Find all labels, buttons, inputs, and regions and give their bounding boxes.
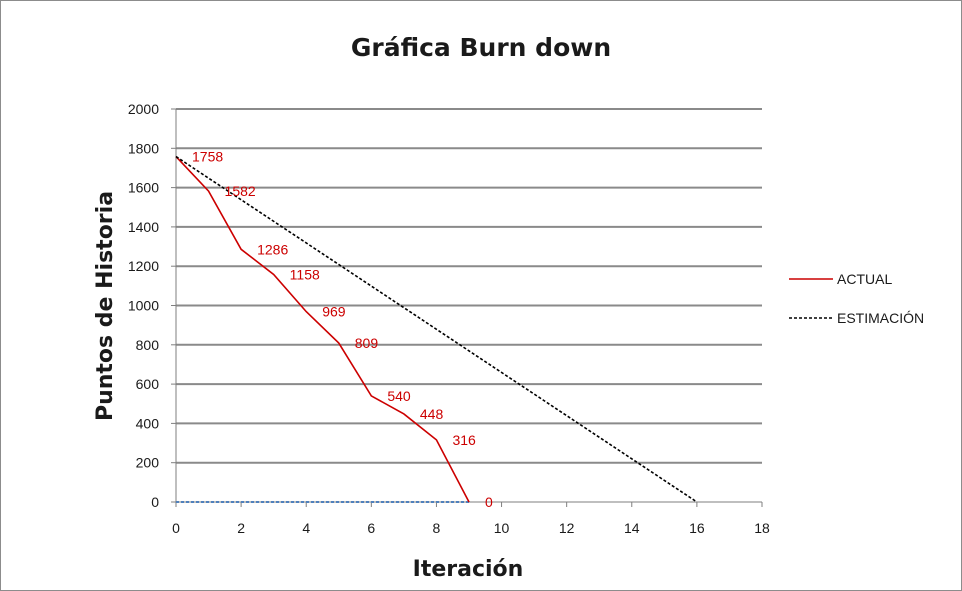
data-label-0-3: 1158	[290, 266, 320, 282]
data-label-0-4: 969	[322, 304, 346, 320]
series	[175, 155, 698, 503]
x-tick-label-12: 12	[559, 520, 575, 536]
x-tick-label-4: 4	[302, 520, 310, 536]
y-axis-title: Puntos de Historia	[93, 191, 118, 421]
y-tick-label-0: 0	[151, 494, 159, 510]
gridlines	[176, 108, 762, 464]
y-tick-label-400: 400	[136, 415, 160, 431]
data-label-0-5: 809	[355, 335, 379, 351]
legend: ACTUAL ESTIMACIÓN	[789, 271, 924, 326]
data-label-0-2: 1286	[257, 241, 288, 257]
x-tick-label-18: 18	[754, 520, 770, 536]
x-tick-label-16: 16	[689, 520, 705, 536]
y-tick-label-1600: 1600	[128, 180, 159, 196]
y-tick-label-2000: 2000	[128, 101, 159, 117]
data-label-0-7: 448	[420, 406, 444, 422]
series-line-0	[175, 156, 470, 503]
y-tick-label-800: 800	[136, 337, 160, 353]
y-tick-label-600: 600	[136, 376, 160, 392]
axes: 0 200 400 600 800 1000 1200 1400 1600 1800 2000 0 2 4…	[128, 101, 770, 536]
legend-label-1: ESTIMACIÓN	[837, 310, 924, 326]
x-tick-label-0: 0	[172, 520, 180, 536]
y-tick-label-1400: 1400	[128, 219, 159, 235]
x-tick-label-8: 8	[433, 520, 441, 536]
y-tick-label-1800: 1800	[128, 140, 159, 156]
chart-title: Gráfica Burn down	[351, 33, 611, 62]
legend-label-0: ACTUAL	[837, 271, 892, 287]
x-tick-label-6: 6	[367, 520, 375, 536]
x-axis-title: Iteración	[413, 557, 524, 582]
x-tick-label-14: 14	[624, 520, 640, 536]
series-line-1	[175, 155, 698, 503]
data-label-0-8: 316	[452, 432, 476, 448]
data-label-0-1: 1582	[225, 183, 256, 199]
x-tick-label-10: 10	[494, 520, 510, 536]
x-tick-label-2: 2	[237, 520, 245, 536]
data-label-0-0: 1758	[192, 149, 223, 165]
y-tick-label-1200: 1200	[128, 258, 159, 274]
data-label-0-9: 0	[485, 494, 493, 510]
y-tick-label-1000: 1000	[128, 298, 159, 314]
data-label-0-6: 540	[387, 388, 411, 404]
y-tick-label-200: 200	[136, 455, 160, 471]
